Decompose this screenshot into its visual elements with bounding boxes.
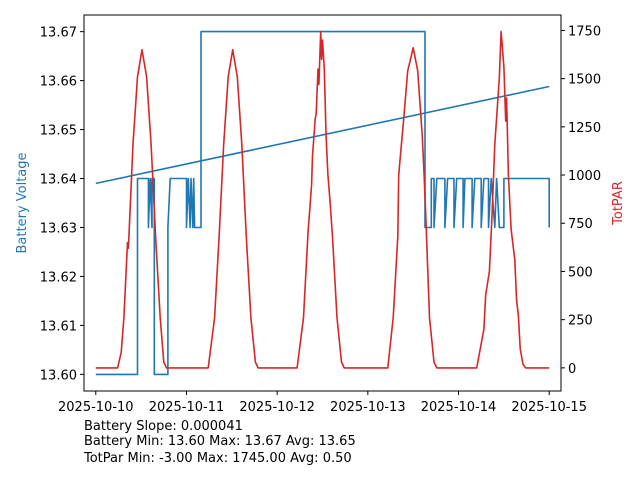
left-y-tick-label: 13.61	[40, 319, 77, 334]
series-line-battery-voltage	[95, 30, 551, 376]
annotation-totpar-stats: TotPar Min: -3.00 Max: 1745.00 Avg: 0.50	[83, 451, 352, 466]
left-y-tick-label: 13.66	[40, 75, 77, 90]
right-y-tick-label: 1250	[568, 121, 601, 136]
right-y-tick-label: 750	[568, 217, 593, 232]
x-tick-label: 2025-10-12	[239, 400, 315, 415]
right-y-tick-label: 250	[568, 314, 593, 329]
series-line-totpar	[95, 30, 550, 369]
x-tick-label: 2025-10-10	[58, 400, 134, 415]
series-line-battery-trend	[95, 85, 550, 185]
x-tick-label: 2025-10-14	[421, 400, 497, 415]
annotation-battery-stats: Battery Min: 13.60 Max: 13.67 Avg: 13.65	[84, 434, 356, 449]
right-y-tick-label: 1000	[568, 169, 601, 184]
right-axis-label: TotPAR	[611, 181, 626, 226]
left-y-tick-label: 13.60	[40, 368, 77, 383]
left-y-tick-label: 13.63	[40, 221, 77, 236]
x-tick-label: 2025-10-11	[149, 400, 225, 415]
annotation-slope: Battery Slope: 0.000041	[84, 419, 243, 434]
left-y-tick-label: 13.62	[40, 270, 77, 285]
left-y-tick-label: 13.65	[40, 124, 77, 139]
right-y-tick-label: 1750	[568, 24, 601, 39]
plot-frame	[83, 14, 562, 392]
right-y-tick-label: 0	[568, 362, 576, 377]
left-axis-label: Battery Voltage	[15, 152, 30, 253]
x-tick-label: 2025-10-13	[330, 400, 406, 415]
left-y-tick-label: 13.67	[40, 26, 77, 41]
x-tick-label: 2025-10-15	[511, 400, 587, 415]
left-y-tick-label: 13.64	[40, 173, 77, 188]
right-y-tick-label: 500	[568, 265, 593, 280]
right-y-tick-label: 1500	[568, 73, 601, 88]
